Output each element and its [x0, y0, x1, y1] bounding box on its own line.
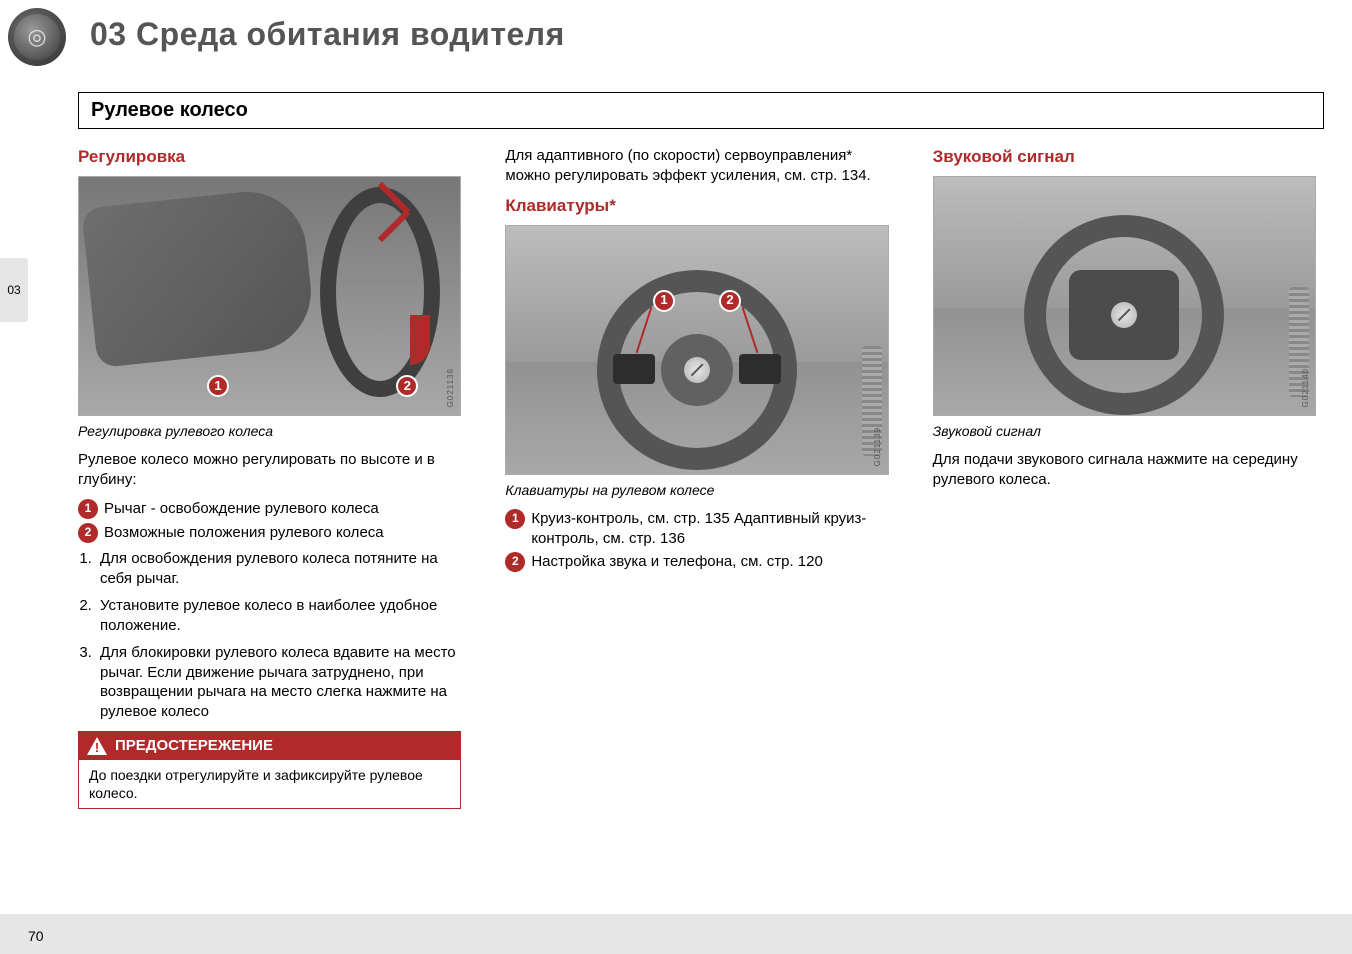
chapter-header: ◎ 03 Среда обитания водителя: [0, 0, 1352, 80]
col2-badge2-text: Настройка звука и телефона, см. стр. 120: [531, 552, 888, 572]
wheel-hub-3: [1069, 270, 1179, 360]
fig1-image-id: G021138: [446, 368, 456, 407]
col2-caption: Клавиатуры на рулевом колесе: [505, 481, 888, 499]
col3-heading: Звуковой сигнал: [933, 146, 1316, 168]
chapter-badge-icon: ◎: [8, 8, 66, 66]
warning-header: ПРЕДОСТЕРЕЖЕНИЕ: [79, 732, 460, 760]
column-2: Для адаптивного (по скорости) сервоуправ…: [505, 146, 888, 894]
warning-triangle-icon: [87, 737, 107, 755]
wheel-outline: [320, 187, 440, 397]
steering-wheel-glyph-icon: ◎: [14, 14, 60, 60]
col2-badge-row-1: 1 Круиз-контроль, см. стр. 135 Адаптивны…: [505, 509, 888, 548]
steering-column-shape: [81, 186, 317, 368]
col1-badge1-text: Рычаг - освобождение рулевого колеса: [104, 499, 461, 519]
chapter-title: 03 Среда обитания водителя: [90, 16, 565, 53]
fig2-badge-2: 2: [719, 290, 741, 312]
col2-badge1-text: Круиз-контроль, см. стр. 135 Адаптивный …: [531, 509, 888, 548]
volvo-emblem-icon-3: [1111, 302, 1137, 328]
col2-badge-2-icon: 2: [505, 552, 525, 572]
fig3-image-id: G021140: [1301, 368, 1311, 407]
col1-figure: 1 2 G021138: [78, 176, 461, 416]
column-1: Регулировка 1 2 G021138 Регулировка руле…: [78, 146, 461, 894]
col2-lead: Для адаптивного (по скорости) сервоуправ…: [505, 146, 888, 185]
col2-heading-text: Клавиатуры: [505, 196, 609, 215]
content-columns: Регулировка 1 2 G021138 Регулировка руле…: [78, 146, 1316, 894]
col1-intro: Рулевое колесо можно регулировать по выс…: [78, 450, 461, 489]
fig1-badge-1: 1: [207, 375, 229, 397]
col1-caption: Регулировка рулевого колеса: [78, 422, 461, 440]
page-number: 70: [28, 928, 44, 944]
step-1: Для освобождения рулевого колеса потянит…: [96, 549, 461, 588]
section-title: Рулевое колесо: [91, 99, 1311, 122]
fig1-badge-2: 2: [396, 375, 418, 397]
col3-para: Для подачи звукового сигнала нажмите на …: [933, 450, 1316, 489]
badge-1-icon: 1: [78, 499, 98, 519]
side-tab: 03: [0, 258, 28, 322]
section-title-box: Рулевое колесо: [78, 92, 1324, 129]
step-3: Для блокировки рулевого колеса вдавите н…: [96, 643, 461, 721]
warning-box: ПРЕДОСТЕРЕЖЕНИЕ До поездки отрегулируйте…: [78, 731, 461, 809]
col1-heading: Регулировка: [78, 146, 461, 168]
asterisk: *: [609, 196, 616, 215]
col3-caption: Звуковой сигнал: [933, 422, 1316, 440]
col1-steps: Для освобождения рулевого колеса потянит…: [96, 549, 461, 721]
fig2-image-id: G021139: [873, 427, 883, 466]
badge-2-icon: 2: [78, 523, 98, 543]
arrow-curve-icon: [410, 315, 430, 365]
col1-badge-row-2: 2 Возможные положения рулевого колеса: [78, 523, 461, 543]
page: ◎ 03 Среда обитания водителя Рулевое кол…: [0, 0, 1352, 954]
col3-figure: G021140: [933, 176, 1316, 416]
column-3: Звуковой сигнал G021140 Звуковой сигнал …: [933, 146, 1316, 894]
warning-title: ПРЕДОСТЕРЕЖЕНИЕ: [115, 736, 273, 756]
volvo-emblem-icon: [684, 357, 710, 383]
fig2-badge-1: 1: [653, 290, 675, 312]
left-keypad: [613, 354, 655, 384]
warning-body: До поездки отрегулируйте и зафиксируйте …: [79, 760, 460, 808]
step-2: Установите рулевое колесо в наиболее удо…: [96, 596, 461, 635]
wheel-hub: [661, 334, 733, 406]
col1-badge2-text: Возможные положения рулевого колеса: [104, 523, 461, 543]
page-footer: 70: [0, 914, 1352, 954]
col2-badge-1-icon: 1: [505, 509, 525, 529]
col1-badge-row-1: 1 Рычаг - освобождение рулевого колеса: [78, 499, 461, 519]
col2-figure: 1 2 G021139: [505, 225, 888, 475]
col2-heading: Клавиатуры*: [505, 195, 888, 217]
col2-badge-row-2: 2 Настройка звука и телефона, см. стр. 1…: [505, 552, 888, 572]
right-keypad: [739, 354, 781, 384]
